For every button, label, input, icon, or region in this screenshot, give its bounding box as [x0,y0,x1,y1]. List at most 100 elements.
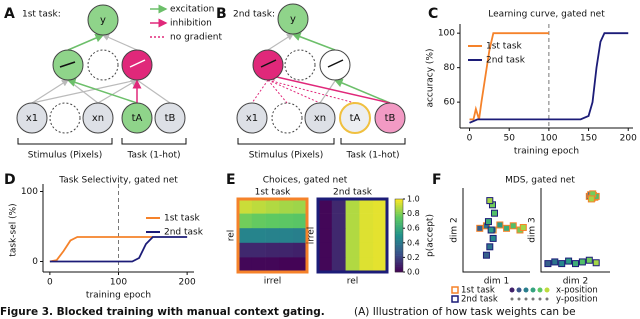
node-label: tB [385,113,396,124]
colorbar-tick-label: 0.8 [407,209,420,218]
legend-label: 1st task [461,286,495,296]
y-tick-label: 100 [21,187,38,197]
colorbar-tick-label: 0.4 [407,238,420,247]
scatter-point [565,257,573,265]
heatmap-cell [331,199,346,214]
colorbar-segment [395,253,403,256]
colorbar-segment [395,209,403,213]
axis [462,188,530,273]
heatmap-cell [293,242,308,258]
colorbar-segment [395,226,403,229]
heatmap-cell [373,242,388,258]
panel-label: F [432,172,442,188]
x-axis-label: training epoch [514,147,579,157]
scatter-point [489,234,497,242]
colorbar-segment [395,264,403,267]
axis [540,188,610,273]
heatmap-cell [359,242,374,258]
scatter-point [486,197,494,205]
x-tick-label: 100 [110,278,127,288]
heatmap-cell [293,213,308,229]
colorbar-segment [395,213,403,216]
heatmap-cell [293,199,308,214]
legend-dot [544,287,550,293]
colorbar-border [394,198,404,273]
colorbar-segment [395,248,403,251]
heatmap-cell [318,228,333,244]
chart-title: MDS, gated net [505,176,575,186]
heatmap-cell [318,257,333,273]
panel-border [316,197,389,274]
heatmap-cell [318,242,333,258]
y-axis-label: dim 2 [450,217,460,243]
colorbar-segment [395,211,403,214]
chart-title: Learning curve, gated net [488,10,605,20]
colorbar-segment [395,199,403,202]
legend-label: x-position [556,286,598,296]
colorbar-segment [395,251,403,255]
y-tick-label: 0 [32,257,38,267]
colorbar-segment [395,242,403,245]
scatter-point [496,221,504,229]
colorbar-segment [395,228,403,231]
heatmap-cell [251,242,266,258]
heatmap-cell [279,257,294,273]
scatter-point [587,195,595,203]
legend-label: 2nd task [164,228,204,238]
legend-dot [538,297,542,301]
colorbar-tick-label: 1.0 [407,195,420,204]
heatmap-cell [251,199,266,214]
heatmap-cell [265,199,280,214]
legend-dot [531,297,535,301]
colorbar-segment [395,219,403,222]
x-axis-label: training epoch [86,291,151,301]
heatmap-cell [238,213,253,229]
colorbar-tick-label: 0.6 [407,224,420,233]
heatmap-cell [238,257,253,273]
heatmap-cell [279,213,294,229]
legend-dot [524,297,528,301]
heatmap-cell [238,242,253,258]
node-label: x1 [26,113,38,124]
colorbar-segment [395,246,403,249]
heatmap-cell [318,199,333,214]
heatmap-cell [331,257,346,273]
x-axis-label: rel [347,277,359,287]
node-label: xn [314,113,326,124]
scatter-point [551,258,559,266]
legend-label: excitation [170,5,214,15]
colorbar-segment [395,262,403,265]
node-label: tA [132,113,143,124]
panel-label: A [4,6,15,22]
heatmap-cell [345,213,360,229]
heatmap-cell [345,228,360,244]
colorbar-segment [395,257,403,260]
legend-label: 2nd task [486,56,526,66]
heatmap-cell [293,228,308,244]
colorbar-segment [395,239,403,242]
legend-label: y-position [556,295,598,305]
colorbar-segment [395,231,403,234]
x-tick-label: 200 [620,134,637,144]
heatmap-cell [345,257,360,273]
scatter-point [578,258,586,266]
y-axis-label: task-sel (%) [9,203,19,256]
heatmap-cell [318,213,333,229]
legend-label: 1st task [164,214,201,224]
x-tick-label: 100 [540,134,557,144]
legend-swatch [451,295,459,303]
scatter-point [585,256,593,264]
y-axis-label: irrel [307,227,317,245]
heatmap-cell [345,199,360,214]
heatmap-cell [265,213,280,229]
heatmap-cell [359,257,374,273]
group-label: Task (1-hot) [126,151,180,161]
y-axis-label: dim 3 [528,217,538,243]
scatter-point [486,243,494,251]
scatter-point [558,260,566,268]
legend-dot [516,287,522,293]
colorbar-segment [395,200,403,203]
panel-border [236,197,309,274]
heatmap-cell [279,242,294,258]
scatter-point [487,226,495,234]
